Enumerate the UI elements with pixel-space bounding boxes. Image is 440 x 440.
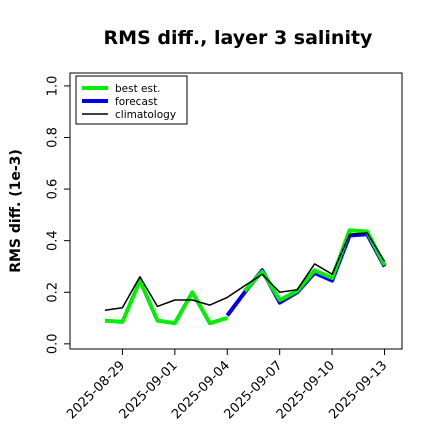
y-tick-label: 0.4 xyxy=(46,230,61,251)
y-tick-label: 1.0 xyxy=(46,76,61,97)
legend-label-climatology: climatology xyxy=(115,109,176,121)
series-layer xyxy=(104,228,387,326)
legend-label-forecast: forecast xyxy=(115,96,157,108)
series-line-forecast xyxy=(225,232,387,317)
x-axis: 2025-08-292025-09-012025-09-042025-09-07… xyxy=(64,349,390,422)
y-axis-label: RMS diff. (1e-3) xyxy=(8,149,24,273)
legend: best est. forecast climatology xyxy=(75,75,188,125)
series-line-climatology xyxy=(104,232,386,312)
plot-frame xyxy=(69,72,403,350)
y-tick-label: 0.6 xyxy=(46,179,61,200)
chart-title: RMS diff., layer 3 salinity xyxy=(104,27,374,49)
series-line-best-est- xyxy=(104,278,228,326)
y-tick-label: 0.8 xyxy=(46,127,61,148)
y-axis: 0.0 0.2 0.4 0.6 0.8 1.0 xyxy=(46,76,70,354)
legend-label-best-est: best est. xyxy=(115,83,160,95)
y-tick-label: 0.0 xyxy=(46,333,61,354)
y-tick-label: 0.2 xyxy=(46,282,61,303)
